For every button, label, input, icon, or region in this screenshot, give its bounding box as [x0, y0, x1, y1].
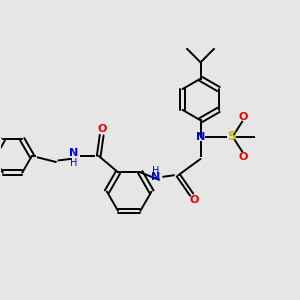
Text: N: N	[69, 148, 78, 158]
Text: H: H	[152, 166, 160, 176]
Text: H: H	[70, 158, 77, 168]
Text: N: N	[196, 132, 205, 142]
Text: N: N	[151, 172, 160, 182]
Text: O: O	[239, 112, 248, 122]
Text: O: O	[97, 124, 106, 134]
Text: S: S	[227, 130, 236, 143]
Text: O: O	[190, 195, 199, 205]
Text: O: O	[239, 152, 248, 161]
